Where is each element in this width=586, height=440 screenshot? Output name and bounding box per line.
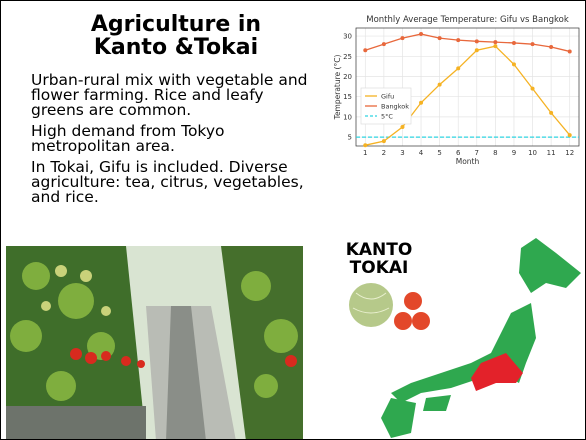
paragraph: Urban-rural mix with vegetable and flowe… [31, 71, 308, 119]
x-tick-label: 5 [437, 149, 441, 157]
point [474, 48, 479, 53]
legend-label: Bangkok [381, 103, 409, 111]
x-tick-label: 8 [493, 149, 497, 157]
point [381, 42, 386, 47]
legend-label: Gifu [381, 93, 394, 101]
melon [349, 283, 393, 327]
title: Agriculture in Kanto &Tokai [41, 13, 311, 59]
point [493, 40, 498, 45]
paragraph: In Tokai, Gifu is included. Diverse agri… [31, 158, 304, 206]
title-line: Kanto &Tokai [93, 35, 259, 60]
chart-title: Monthly Average Temperature: Gifu vs Ban… [366, 15, 569, 25]
point [511, 62, 516, 67]
point [456, 38, 461, 43]
point [400, 125, 405, 130]
point [363, 48, 368, 53]
map-label: KANTO [346, 240, 413, 260]
point [493, 44, 498, 49]
title-line: Agriculture in [90, 12, 262, 37]
point [363, 143, 368, 148]
paragraph: High demand from Tokyo metropolitan area… [31, 122, 225, 155]
point [549, 44, 554, 49]
series-line [365, 45, 571, 146]
x-axis-label: Month [456, 157, 480, 166]
x-tick-label: 3 [400, 149, 404, 157]
point [400, 36, 405, 41]
point [456, 66, 461, 71]
legend-label: 5°C [381, 113, 393, 121]
x-tick-label: 6 [456, 149, 461, 157]
strawberries [394, 292, 430, 330]
point [511, 40, 516, 45]
point [530, 42, 535, 47]
y-tick-label: 5 [348, 134, 352, 142]
greenhouse-photo [6, 246, 303, 439]
x-tick-label: 1 [363, 149, 367, 157]
x-tick-label: 9 [512, 149, 516, 157]
point [419, 100, 424, 105]
point [474, 39, 479, 44]
x-tick-label: 4 [419, 149, 424, 157]
point [419, 32, 424, 37]
text-block: Urban-rural mix with vegetable and flowe… [31, 71, 316, 211]
y-tick-label: 30 [343, 33, 352, 41]
y-tick-label: 15 [343, 93, 352, 101]
y-tick-label: 10 [343, 113, 352, 121]
y-tick-label: 20 [343, 73, 352, 81]
point [530, 86, 535, 91]
japan-map: KANTO TOKAI [346, 238, 581, 438]
chart: Monthly Average Temperature: Gifu vs Ban… [333, 15, 580, 166]
x-tick-label: 2 [382, 149, 386, 157]
y-axis-label: Temperature (°C) [333, 55, 342, 121]
series-line [365, 33, 570, 53]
y-tick-label: 25 [343, 53, 352, 61]
x-tick-label: 7 [475, 149, 479, 157]
point [567, 49, 572, 54]
x-tick-label: 11 [547, 149, 556, 157]
plot-frame [355, 27, 580, 147]
map-label: TOKAI [350, 258, 409, 278]
point [381, 139, 386, 144]
point [437, 82, 442, 87]
point [567, 133, 572, 138]
point [437, 36, 442, 41]
x-tick-label: 12 [565, 149, 574, 157]
x-tick-label: 10 [528, 149, 537, 157]
point [549, 110, 554, 115]
